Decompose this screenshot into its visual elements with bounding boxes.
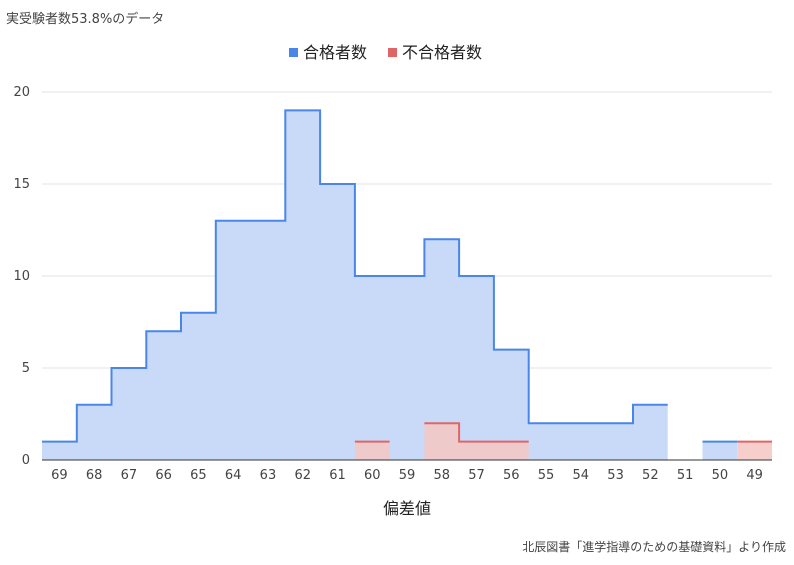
x-tick-label: 51 xyxy=(677,468,694,483)
x-tick-label: 54 xyxy=(573,468,590,483)
y-tick-label: 0 xyxy=(22,453,30,468)
x-tick-label: 64 xyxy=(225,468,242,483)
x-tick-label: 66 xyxy=(155,468,172,483)
y-tick-label: 10 xyxy=(13,269,30,284)
series-1-area-1 xyxy=(42,110,668,461)
series-lines xyxy=(42,109,772,443)
legend-swatch-1 xyxy=(289,48,298,57)
x-tick-label: 59 xyxy=(399,468,416,483)
x-tick-label: 58 xyxy=(433,468,450,483)
x-tick-label: 69 xyxy=(51,468,68,483)
x-tick-label: 57 xyxy=(468,468,485,483)
x-tick-label: 53 xyxy=(607,468,624,483)
chart-canvas: 0 5 10 15 20 69 68 67 66 65 64 63 62 61 60 59 58 57 56 55 5… xyxy=(13,43,772,518)
x-tick-label: 63 xyxy=(260,468,277,483)
source-note: 北辰図書「進学指導のための基礎資料」より作成 xyxy=(522,540,786,554)
x-tick-label: 50 xyxy=(712,468,729,483)
y-tick-label: 20 xyxy=(13,85,30,100)
y-tick-label: 5 xyxy=(22,361,30,376)
legend: 合格者数 不合格者数 xyxy=(289,43,482,62)
series-areas xyxy=(42,110,772,461)
legend-label-2: 不合格者数 xyxy=(402,43,482,62)
x-tick-label: 62 xyxy=(294,468,311,483)
chart-subtitle: 実受験者数53.8%のデータ xyxy=(6,12,165,27)
series-1-area-2 xyxy=(702,441,738,460)
x-tick-label: 56 xyxy=(503,468,520,483)
legend-label-1: 合格者数 xyxy=(303,43,367,62)
x-tick-label: 55 xyxy=(538,468,555,483)
x-tick-label: 52 xyxy=(642,468,659,483)
x-tick-label: 61 xyxy=(329,468,346,483)
x-tick-label: 68 xyxy=(86,468,103,483)
y-tick-label: 15 xyxy=(13,177,30,192)
x-tick-label: 67 xyxy=(121,468,138,483)
legend-swatch-2 xyxy=(388,48,397,57)
x-tick-label: 65 xyxy=(190,468,207,483)
series-2-area-3 xyxy=(737,441,772,460)
series-2-area-1 xyxy=(354,441,390,460)
x-tick-label: 60 xyxy=(364,468,381,483)
y-axis-ticks: 0 5 10 15 20 xyxy=(13,85,30,468)
x-axis-title: 偏差値 xyxy=(383,499,431,518)
series-1-line-1 xyxy=(42,109,668,443)
series-2-line-2 xyxy=(424,422,529,443)
x-axis-ticks: 69 68 67 66 65 64 63 62 61 60 59 58 57 56 55 54 53 52 51 50… xyxy=(51,468,763,483)
x-tick-label: 49 xyxy=(746,468,763,483)
